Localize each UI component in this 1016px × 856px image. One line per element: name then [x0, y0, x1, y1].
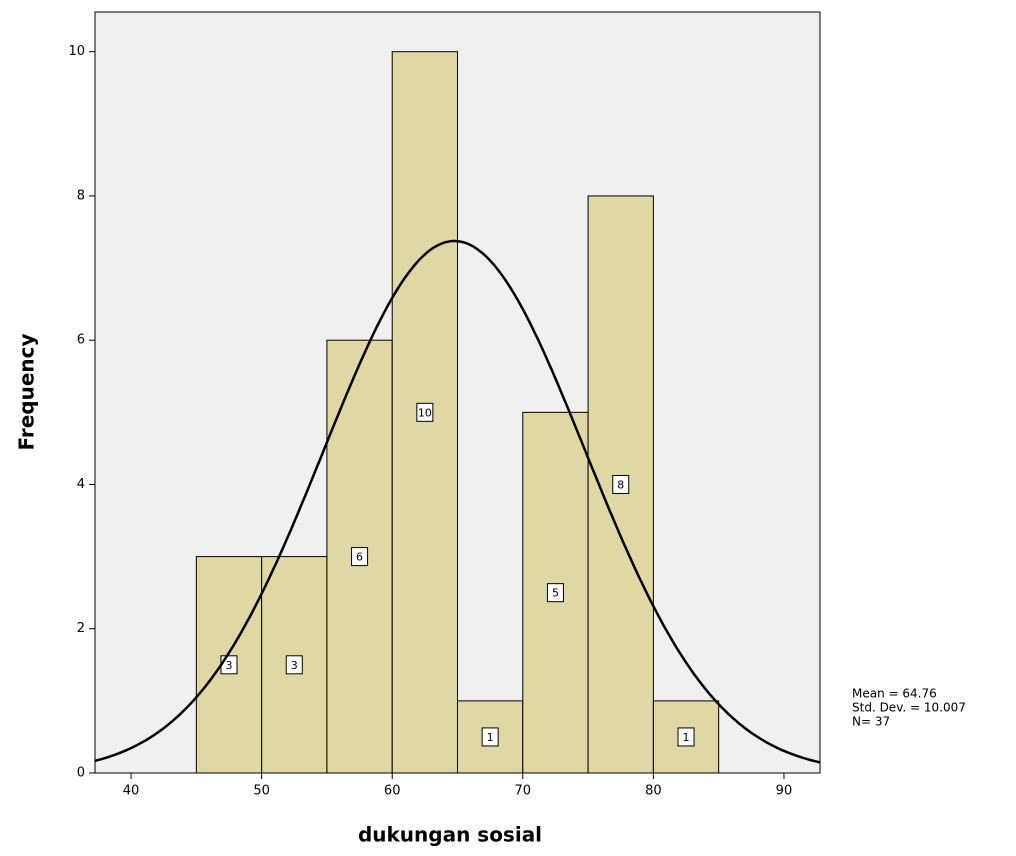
value-label: 1 [683, 731, 690, 744]
stats-label: Mean = 64.76 [852, 687, 937, 701]
value-label: 3 [291, 659, 298, 672]
stats-label: Std. Dev. = 10.007 [852, 701, 966, 715]
x-axis-label: dukungan sosial [358, 823, 542, 847]
chart: dukungan sosial Frequency 0 2 4 6 8 10 40 50 60 7… [0, 0, 1016, 856]
x-tick-label: 40 [123, 784, 140, 799]
x-tick-label: 70 [515, 784, 532, 799]
value-label: 8 [617, 478, 624, 491]
value-label: 10 [418, 406, 432, 419]
value-label: 3 [225, 659, 232, 672]
x-tick-label: 60 [384, 784, 401, 799]
value-label: 5 [552, 587, 559, 600]
x-tick-label: 90 [776, 784, 793, 799]
value-label: 1 [487, 731, 494, 744]
value-label: 6 [356, 551, 363, 564]
y-tick-label: 6 [77, 333, 85, 348]
y-tick-label: 0 [77, 766, 85, 781]
y-tick-label: 2 [77, 621, 85, 636]
y-axis-label: Frequency [15, 333, 39, 450]
y-tick-label: 10 [68, 44, 85, 59]
stats-label: N= 37 [852, 715, 890, 729]
x-tick-label: 80 [645, 784, 662, 799]
x-tick-label: 50 [253, 784, 270, 799]
y-tick-label: 8 [77, 188, 85, 203]
y-tick-label: 4 [77, 477, 85, 492]
